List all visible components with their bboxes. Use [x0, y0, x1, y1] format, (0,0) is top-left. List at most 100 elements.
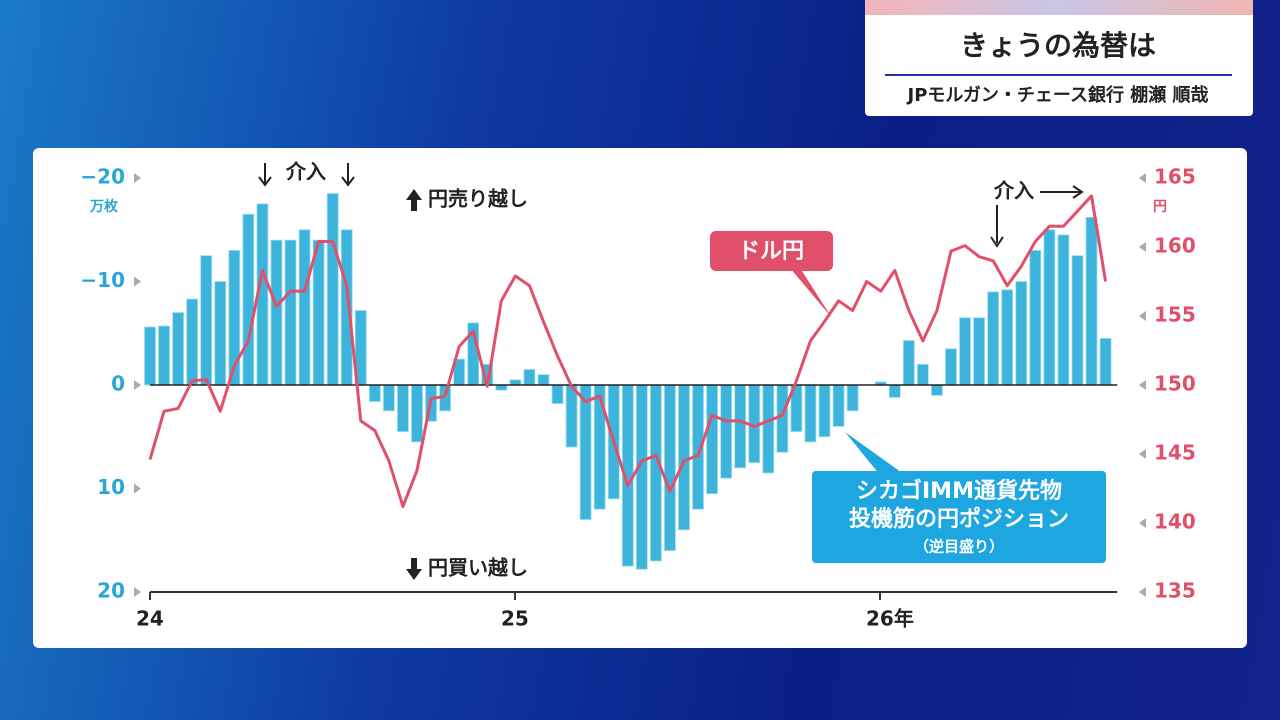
- bar: [650, 384, 662, 562]
- bar: [832, 384, 845, 427]
- y2-tick-mark: [1139, 311, 1146, 321]
- bar: [973, 317, 985, 386]
- bar: [270, 239, 283, 386]
- bar: [242, 213, 255, 386]
- bar: [804, 384, 817, 443]
- line: [148, 194, 1108, 508]
- bar: [902, 340, 915, 386]
- bar-label: 投機筋の円ポジション: [849, 506, 1069, 532]
- y-tick-mark: [134, 276, 141, 287]
- y2-tick-mark: [1139, 449, 1146, 459]
- header-box: [865, 0, 1253, 116]
- bar-label: シカゴIMM通貨先物: [856, 478, 1062, 504]
- bar: [678, 384, 690, 531]
- bar: [186, 298, 199, 386]
- bar: [1085, 216, 1098, 386]
- bar: [917, 363, 929, 386]
- annotation: 円売り越し: [428, 187, 528, 211]
- bar: [635, 384, 648, 570]
- bar: [551, 384, 564, 405]
- annotation: 円買い越し: [428, 556, 528, 580]
- y2-tick-label: 165: [1154, 165, 1196, 189]
- bar: [1057, 234, 1070, 386]
- bar: [762, 384, 775, 474]
- bar: [214, 281, 227, 386]
- bar: [200, 255, 213, 386]
- y-tick-mark: [134, 483, 141, 494]
- x-tick-label: 24: [136, 607, 164, 631]
- bar: [1015, 281, 1028, 386]
- bar: [144, 326, 156, 386]
- arrow-icon: [258, 163, 355, 187]
- bar: [565, 384, 578, 448]
- bar: [523, 369, 536, 386]
- plot: −20 −10 0 10 20 135 140 145 150 155 160 165 24 25 26年: [80, 165, 1195, 631]
- line-label: ドル円: [738, 239, 804, 264]
- bar: [818, 384, 831, 438]
- y2-tick-label: 140: [1154, 510, 1196, 534]
- bar: [326, 193, 339, 386]
- y2-tick-mark: [1139, 380, 1146, 390]
- bar: [1043, 229, 1056, 386]
- callout-pointer: [845, 432, 905, 475]
- bar: [1001, 289, 1014, 386]
- bar: [846, 384, 859, 412]
- y-tick-label: 10: [97, 475, 125, 499]
- down-arrow-icon: [406, 558, 422, 580]
- bar-label-box: [812, 471, 1106, 563]
- bar: [312, 239, 325, 386]
- y2-tick-mark: [1139, 587, 1146, 597]
- bar: [158, 325, 170, 386]
- y-unit: 万枚: [89, 198, 119, 215]
- y2-tick-mark: [1139, 173, 1146, 183]
- header-title: きょうの為替は: [960, 29, 1156, 62]
- bar: [495, 384, 508, 391]
- bar: [284, 239, 297, 386]
- y-tick-label: −10: [80, 268, 125, 292]
- y-tick-mark: [134, 173, 141, 183]
- y-tick-mark: [134, 380, 141, 390]
- header-strip: [865, 0, 1253, 15]
- y2-tick-label: 135: [1154, 579, 1196, 603]
- bar: [1071, 255, 1084, 386]
- bar: [368, 384, 381, 402]
- callout-pointer: [790, 268, 832, 318]
- bar: [1029, 250, 1042, 386]
- y-tick-label: 20: [97, 579, 125, 603]
- bar: [959, 317, 971, 386]
- bar: [340, 229, 353, 386]
- y2-tick-label: 150: [1154, 372, 1196, 396]
- y2-tick-label: 160: [1154, 234, 1196, 258]
- bar: [383, 384, 395, 412]
- bar: [411, 384, 423, 443]
- y-tick-mark: [134, 587, 141, 597]
- bar: [987, 291, 1000, 386]
- y2-tick-label: 155: [1154, 303, 1196, 327]
- bar-label: （逆目盛り）: [914, 538, 1004, 556]
- bar: [397, 384, 409, 432]
- y2-tick-label: 145: [1154, 441, 1196, 465]
- header-subtitle: JPモルガン・チェース銀行 棚瀬 順哉: [906, 84, 1209, 106]
- x-tick-label: 26年: [866, 607, 914, 631]
- bar: [509, 379, 522, 386]
- bar: [172, 312, 184, 386]
- bar: [776, 384, 789, 453]
- bar: [537, 374, 550, 386]
- bar: [706, 384, 718, 495]
- arrow-icon: [990, 185, 1084, 248]
- bar: [298, 229, 311, 386]
- annotation: 介入: [285, 160, 326, 184]
- y-tick-label: −20: [80, 165, 125, 189]
- bar: [931, 384, 943, 396]
- y2-tick-mark: [1139, 518, 1146, 528]
- bar: [734, 384, 747, 469]
- bar: [720, 384, 733, 479]
- x-tick-label: 25: [501, 607, 529, 631]
- bar: [1099, 338, 1112, 386]
- up-arrow-icon: [406, 189, 422, 211]
- bar: [579, 384, 592, 520]
- annotation: 介入: [993, 179, 1034, 203]
- bar: [664, 384, 676, 552]
